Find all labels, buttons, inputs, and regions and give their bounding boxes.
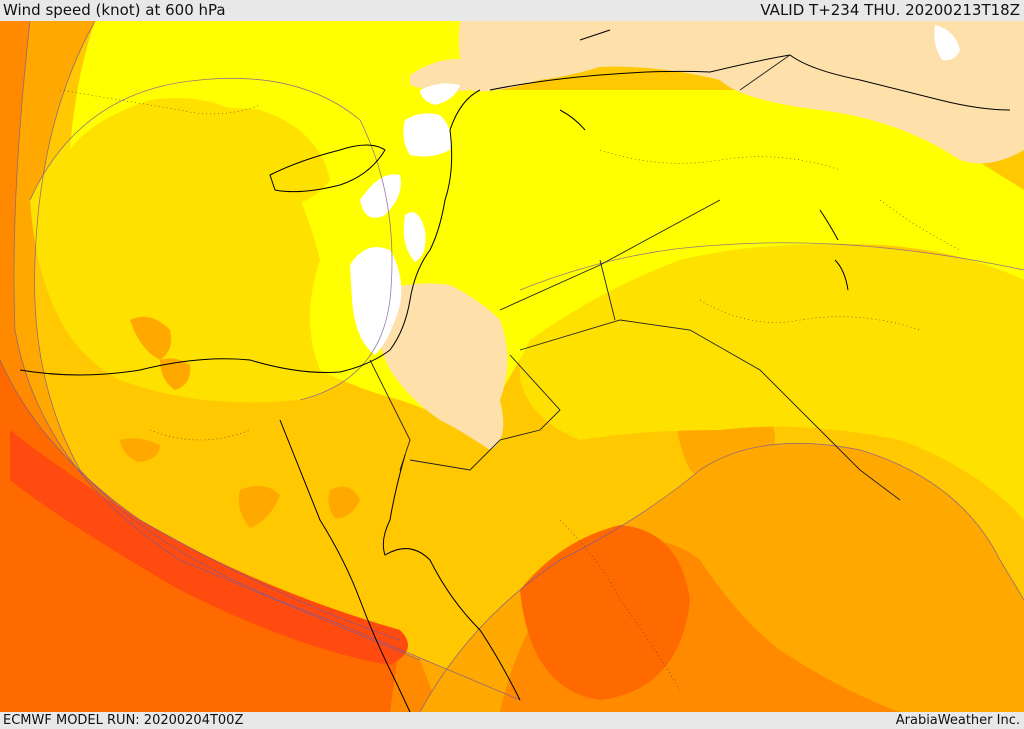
- border-line: [739, 54, 791, 91]
- contour-lines: [0, 21, 1024, 712]
- patch-west-2: [160, 358, 191, 390]
- wind-speed-map[interactable]: [0, 21, 1024, 712]
- calm-area-2: [360, 174, 401, 218]
- levant-light-region: [376, 283, 508, 450]
- calm-area-1: [403, 113, 452, 157]
- calm-area-5: [420, 83, 460, 105]
- map-footer: ECMWF MODEL RUN: 20200204T00Z ArabiaWeat…: [0, 712, 1024, 729]
- coastline: [579, 29, 611, 41]
- patch-west-3: [120, 438, 160, 462]
- east-right-orange: [860, 516, 938, 565]
- southeast-red-blob: [520, 525, 690, 700]
- map-title: Wind speed (knot) at 600 hPa: [3, 1, 226, 19]
- nw-yellow-bulge: [102, 107, 330, 207]
- coastline: [489, 54, 1011, 111]
- boundary-line: [559, 519, 681, 691]
- coastline: [269, 144, 386, 193]
- calm-area-3: [403, 212, 426, 262]
- border-line: [369, 359, 411, 471]
- contour-line: [0, 359, 401, 641]
- border-line: [409, 354, 561, 471]
- coastlines: [19, 29, 1011, 712]
- coastline: [559, 109, 586, 131]
- calm-area-4: [350, 247, 402, 355]
- borders: [369, 54, 901, 501]
- contour-line: [13, 21, 421, 661]
- coastline: [819, 209, 849, 291]
- patch-west-5: [328, 486, 360, 519]
- contour-line: [519, 242, 1024, 291]
- jet-core: [10, 430, 408, 665]
- border-line: [599, 259, 616, 321]
- contour-line: [34, 21, 521, 701]
- coastline: [19, 89, 481, 376]
- border-line: [519, 319, 901, 501]
- map-header: Wind speed (knot) at 600 hPa VALID T+234…: [0, 0, 1024, 21]
- calm-area-6: [934, 25, 960, 61]
- patch-west-1: [130, 316, 172, 360]
- north-light-strip: [410, 44, 620, 92]
- north-yellow-region: [70, 21, 1024, 430]
- contour-line: [29, 77, 393, 401]
- contour-line: [419, 442, 1024, 712]
- model-run: ECMWF MODEL RUN: 20200204T00Z: [3, 713, 244, 728]
- credit: ArabiaWeather Inc.: [895, 713, 1020, 728]
- boundary-line: [879, 199, 961, 251]
- internal-boundaries: [59, 89, 961, 691]
- coastline: [382, 454, 521, 701]
- valid-time: VALID T+234 THU. 20200213T18Z: [760, 1, 1020, 19]
- border-line: [499, 199, 721, 311]
- patch-west-4: [238, 486, 280, 528]
- coastline: [279, 419, 411, 712]
- boundary-line: [699, 299, 921, 331]
